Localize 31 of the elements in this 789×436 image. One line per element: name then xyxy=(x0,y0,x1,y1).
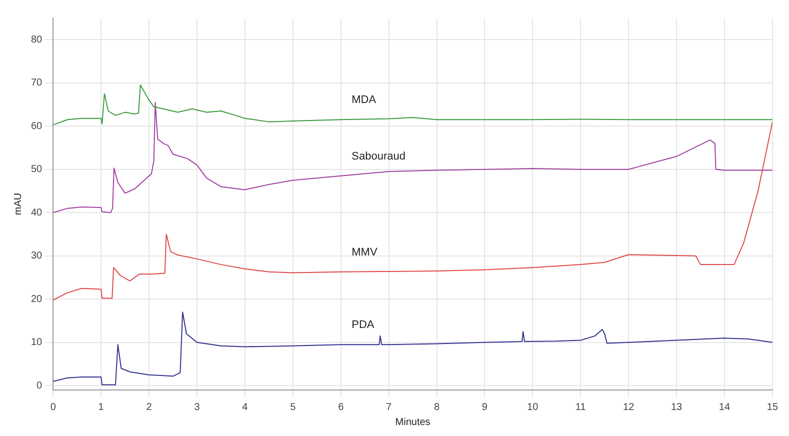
x-tick-label: 2 xyxy=(146,402,152,413)
x-tick-label: 5 xyxy=(290,402,296,413)
x-axis-title: Minutes xyxy=(395,416,430,428)
x-tick-label: 14 xyxy=(718,402,730,413)
y-tick-label: 70 xyxy=(31,78,43,89)
x-tick-label: 9 xyxy=(482,402,488,413)
y-tick-label: 80 xyxy=(31,34,43,46)
x-tick-label: 3 xyxy=(194,402,200,413)
y-tick-label: 30 xyxy=(31,250,43,262)
x-tick-label: 8 xyxy=(434,402,440,413)
y-tick-label: 0 xyxy=(36,380,43,392)
series-label: Sabouraud xyxy=(352,150,406,162)
x-tick-label: 7 xyxy=(386,402,392,413)
y-tick-label: 50 xyxy=(31,164,43,176)
x-tick-label: 13 xyxy=(670,402,683,413)
y-tick-label: 10 xyxy=(31,337,43,348)
x-tick-label: 15 xyxy=(766,402,778,413)
y-tick-label: 20 xyxy=(31,294,43,305)
x-tick-label: 11 xyxy=(575,402,586,413)
x-tick-label: 12 xyxy=(623,402,635,413)
series-label: PDA xyxy=(352,319,375,332)
x-tick-label: 10 xyxy=(527,402,539,413)
series-label: MDA xyxy=(352,94,377,106)
y-tick-label: 40 xyxy=(31,207,43,218)
series-label: MMV xyxy=(352,246,378,258)
x-tick-label: 0 xyxy=(50,402,56,413)
x-tick-label: 6 xyxy=(338,402,344,413)
x-tick-label: 1 xyxy=(98,402,104,413)
y-tick-label: 60 xyxy=(31,120,43,132)
y-axis-title: mAU xyxy=(12,192,24,216)
x-tick-label: 4 xyxy=(242,402,248,413)
